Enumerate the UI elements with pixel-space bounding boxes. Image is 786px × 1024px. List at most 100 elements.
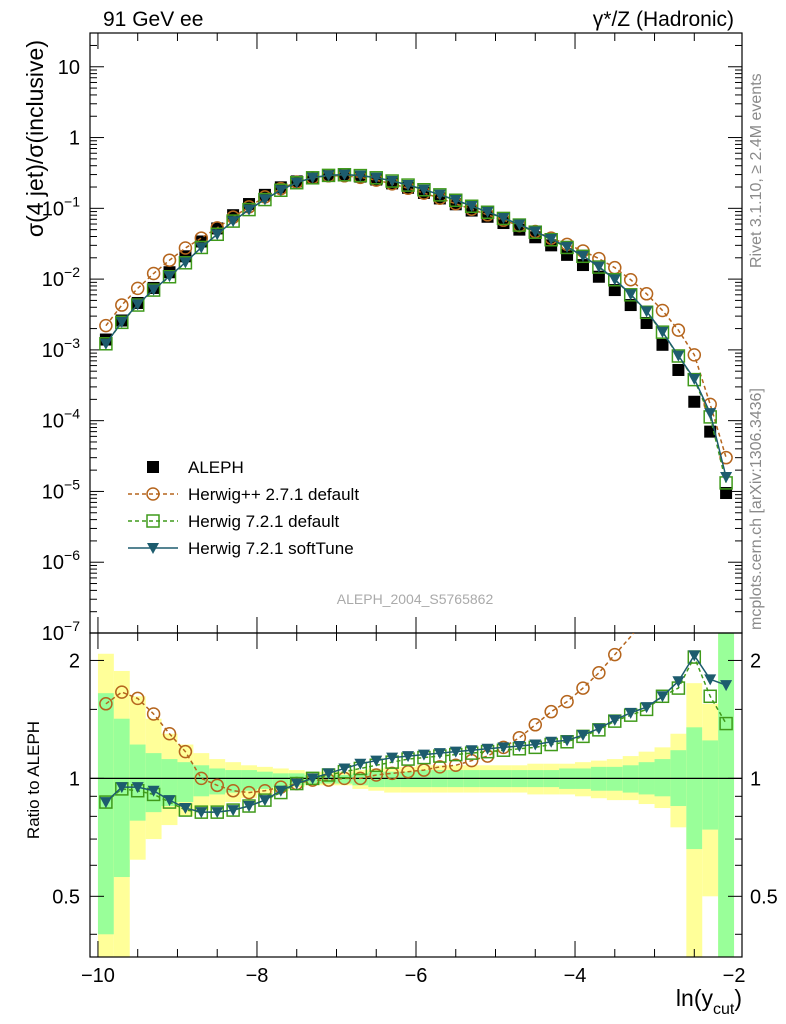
main-data-point bbox=[688, 395, 701, 408]
ratio-data-point bbox=[720, 680, 733, 692]
main-data-point bbox=[243, 204, 256, 216]
main-data-point bbox=[624, 289, 637, 301]
main-y-axis-label: σ(4 jet)/σ(inclusive) bbox=[22, 40, 48, 237]
ratio-data-point bbox=[147, 785, 160, 797]
ratio-data-point bbox=[130, 691, 145, 706]
ratio-data-point bbox=[211, 807, 224, 819]
ratio-band-green bbox=[654, 759, 671, 797]
ratio-band-green bbox=[352, 773, 369, 786]
ratio-data-point bbox=[338, 763, 351, 775]
ratio-data-point bbox=[402, 751, 415, 763]
ratio-data-point bbox=[528, 718, 543, 732]
main-data-point bbox=[720, 487, 733, 500]
legend-marker bbox=[146, 514, 160, 528]
main-data-point bbox=[592, 260, 606, 274]
main-data-point bbox=[576, 249, 590, 264]
main-data-point bbox=[401, 178, 415, 192]
x-tick-label: −2 bbox=[723, 965, 746, 987]
ratio-data-point bbox=[481, 743, 494, 755]
main-data-point bbox=[178, 256, 193, 270]
process-energy-label: 91 GeV ee bbox=[103, 8, 204, 31]
main-data-point bbox=[687, 372, 702, 387]
main-data-point bbox=[449, 195, 462, 207]
main-data-point bbox=[655, 303, 670, 318]
main-data-point bbox=[178, 241, 193, 255]
ratio-data-point bbox=[576, 681, 590, 695]
main-y-tick-label: 10−7 bbox=[42, 618, 80, 645]
main-data-point bbox=[671, 349, 686, 363]
main-data-point bbox=[322, 170, 335, 182]
main-panel-series bbox=[99, 168, 733, 500]
main-data-point bbox=[162, 269, 177, 284]
main-data-point bbox=[433, 189, 446, 201]
ratio-data-point bbox=[704, 674, 717, 686]
ratio-band-green bbox=[209, 768, 226, 795]
ratio-data-point bbox=[226, 783, 240, 798]
ratio-band-green bbox=[241, 770, 257, 791]
ratio-data-point bbox=[306, 773, 319, 785]
ratio-data-point bbox=[386, 752, 399, 764]
main-series-line bbox=[105, 175, 727, 458]
ratio-data-point bbox=[608, 647, 622, 662]
main-data-point bbox=[496, 211, 511, 226]
main-data-point bbox=[592, 261, 605, 273]
main-data-point bbox=[544, 232, 558, 247]
main-data-point bbox=[465, 200, 478, 212]
ratio-data-point bbox=[656, 691, 669, 703]
ratio-data-point bbox=[465, 745, 478, 757]
ratio-data-point bbox=[353, 771, 368, 786]
ratio-band-green bbox=[145, 753, 162, 813]
ratio-y-tick-label-right: 1 bbox=[750, 768, 761, 790]
ratio-data-point bbox=[513, 740, 526, 752]
main-data-point bbox=[656, 338, 669, 351]
legend-entry-herwig-7-2-1-default: Herwig 7.2.1 default bbox=[128, 512, 339, 531]
main-data-point bbox=[417, 183, 431, 197]
ratio-band-green bbox=[718, 633, 735, 957]
main-data-point bbox=[306, 172, 319, 184]
x-tick-label: −8 bbox=[246, 965, 269, 987]
process-type-label: γ*/Z (Hadronic) bbox=[592, 8, 734, 31]
ratio-band-green bbox=[161, 759, 178, 807]
ratio-data-point bbox=[433, 760, 447, 774]
ratio-band-green bbox=[97, 693, 114, 935]
ratio-data-point bbox=[163, 795, 176, 807]
main-data-point bbox=[640, 316, 653, 329]
legend-marker bbox=[146, 487, 160, 501]
main-data-point bbox=[115, 316, 128, 328]
main-y-tick-label: 10−6 bbox=[42, 547, 80, 574]
ratio-data-point bbox=[354, 758, 367, 770]
main-data-point bbox=[528, 225, 543, 239]
ratio-band-green bbox=[256, 771, 273, 789]
main-data-point bbox=[338, 169, 351, 181]
main-data-point bbox=[115, 298, 129, 312]
ratio-y-tick-label-left: 1 bbox=[69, 768, 80, 790]
main-data-point bbox=[402, 179, 415, 191]
main-data-point bbox=[130, 298, 145, 312]
main-data-point bbox=[688, 373, 701, 385]
main-data-point bbox=[258, 192, 272, 207]
main-data-point bbox=[560, 240, 574, 255]
main-data-point bbox=[449, 193, 463, 208]
main-data-point bbox=[195, 242, 208, 254]
ratio-data-point bbox=[544, 704, 558, 719]
ratio-data-point bbox=[433, 748, 446, 760]
ratio-y-tick-label-left: 2 bbox=[69, 650, 80, 672]
ratio-data-point bbox=[449, 758, 463, 773]
ratio-data-point bbox=[290, 778, 303, 790]
main-data-point bbox=[704, 425, 717, 438]
main-data-point bbox=[640, 306, 653, 318]
main-data-point bbox=[529, 226, 542, 238]
ratio-data-point bbox=[592, 666, 606, 680]
ratio-data-point bbox=[529, 739, 542, 751]
main-data-point bbox=[656, 326, 669, 338]
ratio-band-green bbox=[702, 740, 719, 830]
main-data-point bbox=[147, 284, 160, 296]
main-series-herwig-2-7-1-default bbox=[99, 169, 733, 465]
main-data-point bbox=[258, 194, 271, 206]
ratio-data-point bbox=[131, 782, 144, 794]
x-axis-label: ln(ycut) bbox=[676, 985, 742, 1018]
legend-label: Herwig++ 2.7.1 default bbox=[188, 485, 359, 504]
main-data-point bbox=[481, 206, 494, 218]
ratio-data-point bbox=[195, 807, 208, 819]
ratio-data-point bbox=[243, 801, 256, 813]
